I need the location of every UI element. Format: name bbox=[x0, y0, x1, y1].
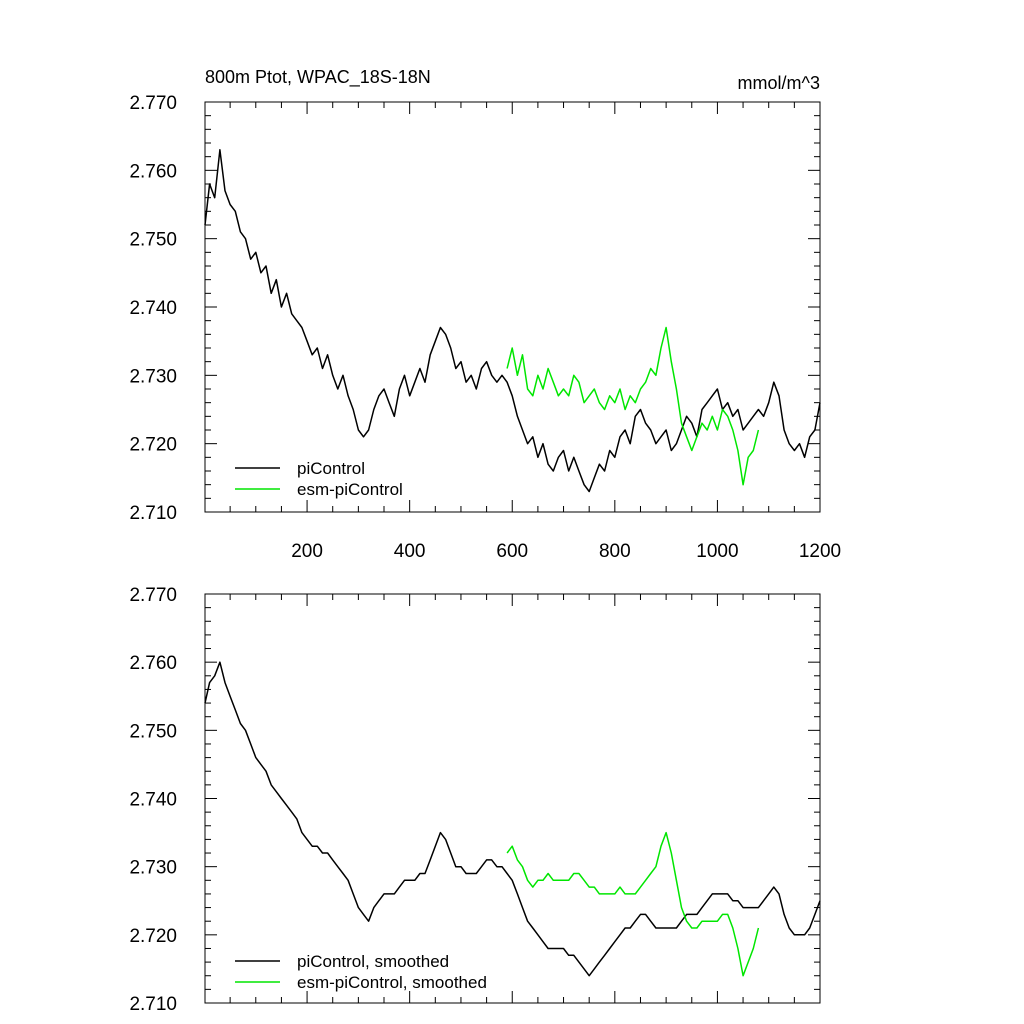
y-tick-label: 2.750 bbox=[129, 721, 177, 742]
legend-label: piControl, smoothed bbox=[297, 952, 449, 971]
y-tick-label: 2.770 bbox=[129, 93, 177, 114]
panel-raw: 2.770 2.760 2.750 2.740 2.730 2.720 2.710 200 40… bbox=[129, 93, 841, 562]
units-label: mmol/m^3 bbox=[738, 73, 820, 93]
y-tick-label: 2.710 bbox=[129, 994, 177, 1015]
y-tick-label: 2.740 bbox=[129, 298, 177, 319]
y-tick-label: 2.720 bbox=[129, 926, 177, 947]
legend-label: esm-piControl, smoothed bbox=[297, 973, 487, 992]
y-tick-label: 2.760 bbox=[129, 653, 177, 674]
x-tick-label: 600 bbox=[496, 541, 528, 562]
y-tick-label: 2.730 bbox=[129, 858, 177, 879]
y-tick-label: 2.770 bbox=[129, 585, 177, 606]
y-tick-label: 2.730 bbox=[129, 366, 177, 387]
series-line-esm-picontrol bbox=[506, 326, 760, 486]
chart-title: 800m Ptot, WPAC_18S-18N bbox=[205, 67, 431, 88]
legend-label: esm-piControl bbox=[297, 480, 403, 499]
x-tick-label: 800 bbox=[599, 541, 631, 562]
legend-label: piControl bbox=[297, 459, 365, 478]
y-tick-label: 2.760 bbox=[129, 161, 177, 182]
y-tick-label: 2.740 bbox=[129, 790, 177, 811]
y-tick-label: 2.720 bbox=[129, 435, 177, 456]
y-tick-label: 2.710 bbox=[129, 503, 177, 524]
x-tick-label: 1000 bbox=[696, 541, 738, 562]
plot-frame bbox=[204, 593, 821, 1004]
series-line-picontrol-smoothed bbox=[204, 661, 821, 977]
x-tick-label: 200 bbox=[291, 541, 323, 562]
y-tick-label: 2.750 bbox=[129, 230, 177, 251]
series-line-picontrol bbox=[204, 149, 821, 493]
plot-frame bbox=[204, 101, 821, 513]
series-line-esm-picontrol-smoothed bbox=[506, 831, 760, 977]
panel-smoothed: 2.770 2.760 2.750 2.740 2.730 2.720 2.710 piCon… bbox=[129, 585, 821, 1015]
x-tick-label: 400 bbox=[394, 541, 426, 562]
x-tick-label: 1200 bbox=[799, 541, 841, 562]
